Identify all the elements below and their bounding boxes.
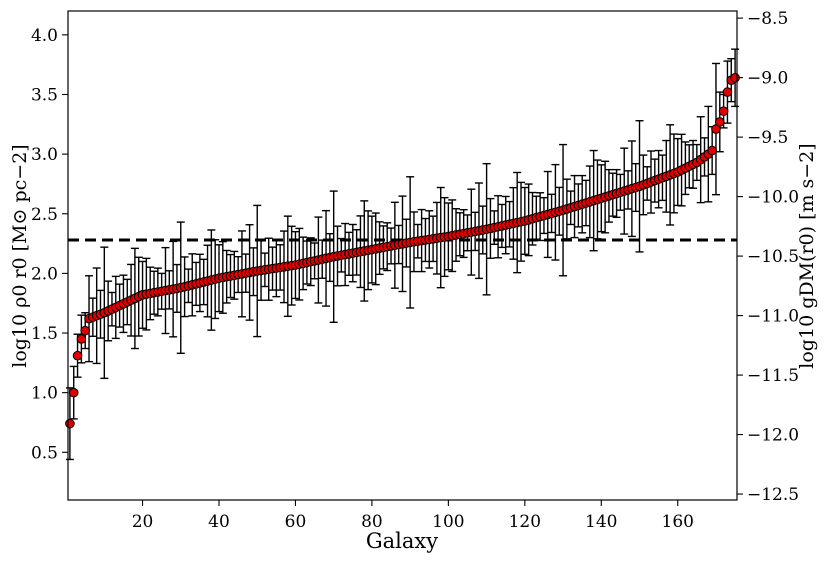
x-tick-label: 40: [208, 512, 230, 532]
y-tick-label-right: −9.0: [747, 69, 788, 89]
y-tick-label-right: −12.5: [747, 485, 799, 505]
x-tick-label: 120: [509, 512, 541, 532]
y-tick-label-left: 2.5: [31, 205, 58, 225]
y-tick-label-left: 3.5: [31, 85, 58, 105]
data-point: [722, 87, 733, 97]
x-tick-label: 160: [662, 512, 694, 532]
data-point: [714, 117, 725, 127]
y-tick-label-right: −8.5: [747, 9, 788, 29]
x-tick-label: 100: [432, 512, 464, 532]
y-tick-label-right: −11.0: [747, 307, 799, 327]
plot-frame: [67, 10, 738, 501]
x-tick-label: 20: [132, 512, 154, 532]
data-point: [76, 334, 87, 344]
y-tick-label-right: −11.5: [747, 366, 799, 386]
data-point: [718, 106, 729, 116]
data-point: [72, 350, 83, 361]
data-point: [68, 387, 79, 398]
data-point: [80, 325, 91, 336]
data-point: [707, 145, 717, 156]
x-tick-label: 80: [361, 512, 383, 532]
y-tick-label-left: 2.0: [31, 264, 58, 284]
y-tick-label-right: −9.5: [747, 128, 788, 148]
y-axis-label-left: log10 ρ0 r0 [M⊙ pc−2]: [9, 144, 31, 367]
y-tick-label-right: −10.5: [747, 247, 799, 267]
y-tick-label-left: 0.5: [31, 443, 58, 463]
y-tick-label-right: −10.0: [747, 188, 799, 208]
y-tick-label-right: −12.0: [747, 426, 799, 446]
x-tick-label: 60: [285, 512, 307, 532]
y-tick-label-left: 1.5: [31, 324, 58, 344]
x-tick-label: 140: [585, 512, 617, 532]
x-axis-label: Galaxy: [366, 529, 438, 553]
y-tick-label-left: 3.0: [31, 145, 58, 165]
y-tick-label-left: 1.0: [31, 384, 58, 404]
y-tick-label-left: 4.0: [31, 26, 58, 46]
data-point: [65, 418, 75, 429]
y-axis-label-right: log10 gDM(r0) [m s−2]: [796, 143, 818, 368]
